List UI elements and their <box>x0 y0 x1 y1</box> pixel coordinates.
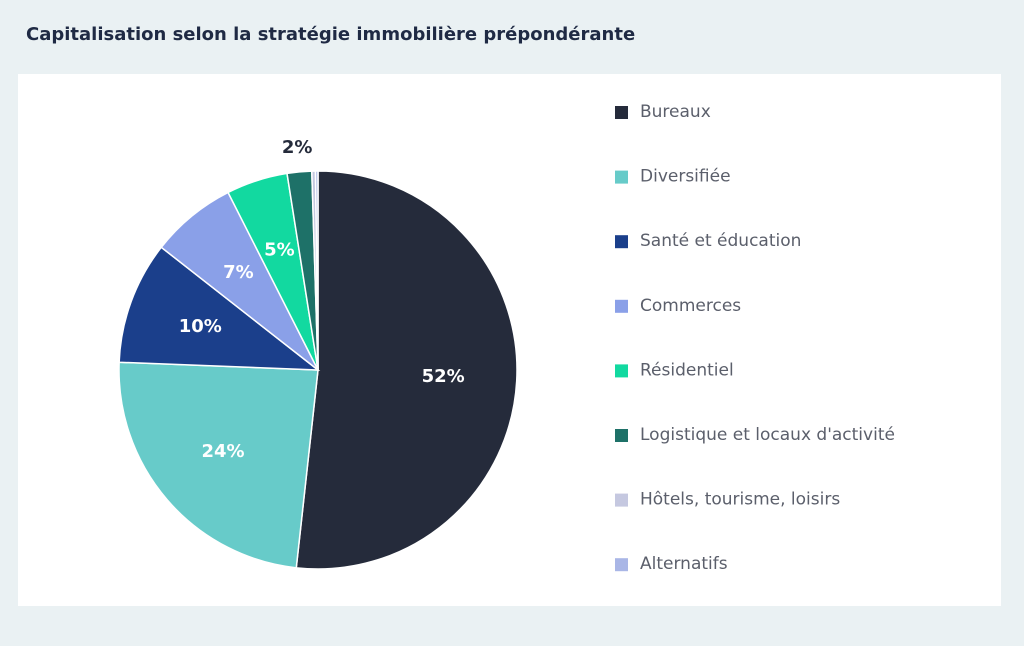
legend-label: Diversifiée <box>640 167 731 187</box>
data-label: 5% <box>264 240 295 261</box>
legend-swatch <box>615 558 628 572</box>
pie-slice <box>118 361 319 569</box>
legend-swatch <box>615 429 628 442</box>
legend-swatch <box>615 364 628 378</box>
legend-swatch <box>615 106 628 119</box>
data-label: 24% <box>201 441 244 462</box>
legend-label: Logistique et locaux d'activité <box>640 425 895 445</box>
legend-label: Hôtels, tourisme, loisirs <box>640 490 840 510</box>
chart-title: Capitalisation selon la stratégie immobi… <box>26 24 635 45</box>
legend-label: Santé et éducation <box>640 231 801 251</box>
legend-label: Résidentiel <box>640 360 734 380</box>
legend-swatch <box>615 493 628 507</box>
legend-swatch <box>615 170 628 184</box>
legend-label: Commerces <box>640 296 741 316</box>
data-label: 7% <box>223 262 254 283</box>
data-label: 2% <box>282 137 313 158</box>
legend-label: Bureaux <box>640 102 711 122</box>
pie-slice <box>314 170 319 371</box>
legend-label: Alternatifs <box>640 554 728 574</box>
legend-swatch <box>615 235 628 249</box>
data-label: 10% <box>179 316 222 337</box>
legend-swatch <box>615 299 628 313</box>
pie-slice <box>295 170 518 570</box>
pie-slice <box>118 246 321 371</box>
data-label: 52% <box>422 366 465 387</box>
